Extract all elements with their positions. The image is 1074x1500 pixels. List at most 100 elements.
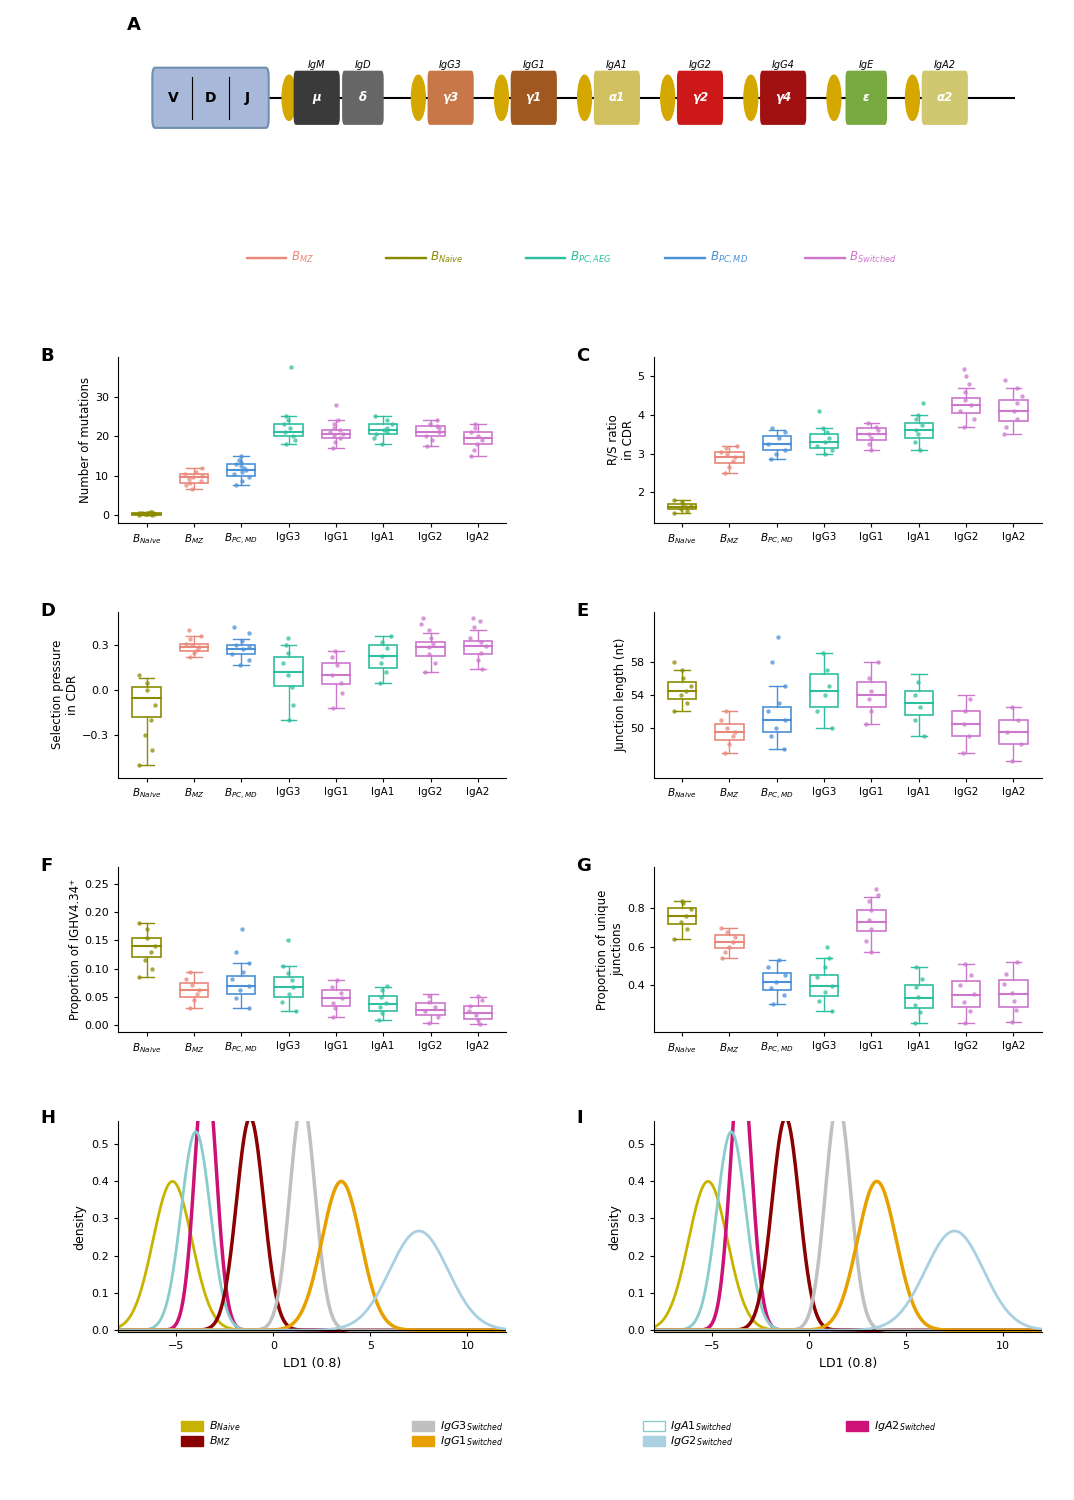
Point xyxy=(811,988,828,1012)
Point xyxy=(666,699,683,723)
Point xyxy=(180,618,198,642)
Point xyxy=(721,934,738,958)
Point xyxy=(956,380,973,404)
Point xyxy=(860,432,877,456)
Bar xyxy=(763,706,790,732)
Point xyxy=(1003,981,1020,1005)
Point xyxy=(769,626,786,650)
Point xyxy=(1003,694,1020,718)
Point xyxy=(823,438,840,462)
Point xyxy=(182,645,199,669)
Point xyxy=(137,501,155,525)
Text: γ4: γ4 xyxy=(775,92,792,105)
Point xyxy=(672,682,690,706)
Point xyxy=(424,632,441,656)
Point xyxy=(379,974,396,998)
Point xyxy=(237,458,255,482)
Point xyxy=(372,996,389,1020)
Point xyxy=(189,982,206,1006)
Point xyxy=(233,459,250,483)
Point xyxy=(176,462,193,486)
Point xyxy=(1005,399,1022,423)
Bar xyxy=(321,990,350,1005)
Point xyxy=(815,417,832,441)
Text: IgG4: IgG4 xyxy=(772,60,795,70)
Text: B: B xyxy=(41,348,54,366)
Circle shape xyxy=(827,75,841,120)
Point xyxy=(324,975,342,999)
Point xyxy=(998,414,1015,438)
Point xyxy=(862,699,880,723)
Point xyxy=(373,986,390,1010)
Point xyxy=(906,430,924,454)
Y-axis label: Selection pressure
in CDR: Selection pressure in CDR xyxy=(52,640,79,750)
Point xyxy=(421,642,438,666)
Point xyxy=(382,624,400,648)
Point xyxy=(467,1004,484,1028)
Point xyxy=(763,447,780,471)
Point xyxy=(415,606,432,630)
Point xyxy=(678,495,695,519)
Point xyxy=(474,427,491,451)
Text: IgG3: IgG3 xyxy=(439,60,462,70)
Point xyxy=(334,986,351,1010)
Bar xyxy=(179,982,208,998)
Point xyxy=(1008,406,1026,430)
X-axis label: LD1 (0.8): LD1 (0.8) xyxy=(284,1356,342,1370)
Text: H: H xyxy=(41,1108,56,1126)
Bar xyxy=(179,644,208,651)
Point xyxy=(183,633,200,657)
Point xyxy=(682,675,699,699)
Point xyxy=(674,891,692,915)
Point xyxy=(377,660,394,684)
Point xyxy=(431,420,448,444)
Point xyxy=(908,956,925,980)
Bar xyxy=(274,657,303,686)
Bar xyxy=(999,720,1028,744)
Point xyxy=(869,419,886,442)
Point xyxy=(284,968,301,992)
Text: $B_{PC, MD}$: $B_{PC, MD}$ xyxy=(710,249,748,266)
Point xyxy=(241,648,258,672)
Text: IgA1: IgA1 xyxy=(606,60,628,70)
Point xyxy=(908,975,925,999)
Point xyxy=(136,723,154,747)
Point xyxy=(726,926,743,950)
Point xyxy=(232,652,249,676)
Point xyxy=(462,993,479,1017)
Point xyxy=(1003,748,1020,772)
Point xyxy=(1007,999,1025,1023)
FancyBboxPatch shape xyxy=(343,70,383,124)
Point xyxy=(816,430,833,454)
Point xyxy=(374,978,391,1002)
Point xyxy=(182,960,199,984)
FancyBboxPatch shape xyxy=(594,70,640,124)
Bar xyxy=(952,711,981,736)
Text: γ3: γ3 xyxy=(442,92,459,105)
Point xyxy=(130,663,147,687)
Point xyxy=(420,618,437,642)
Circle shape xyxy=(905,75,919,120)
Text: ε: ε xyxy=(863,92,870,105)
Point xyxy=(1013,384,1030,408)
Point xyxy=(226,615,243,639)
Point xyxy=(286,427,303,451)
Point xyxy=(377,990,394,1014)
Point xyxy=(666,488,683,512)
Point xyxy=(765,992,782,1016)
Point xyxy=(137,916,155,940)
Point xyxy=(913,413,930,436)
Bar xyxy=(715,723,743,741)
Point xyxy=(285,424,302,448)
Point xyxy=(241,951,258,975)
Point xyxy=(143,738,160,762)
Point xyxy=(130,912,147,936)
Point xyxy=(374,644,391,668)
Point xyxy=(666,927,683,951)
Point xyxy=(996,423,1013,447)
Text: δ: δ xyxy=(359,92,367,105)
Point xyxy=(962,393,979,417)
Point xyxy=(233,916,250,940)
Point xyxy=(775,736,793,760)
Bar xyxy=(464,1005,492,1019)
